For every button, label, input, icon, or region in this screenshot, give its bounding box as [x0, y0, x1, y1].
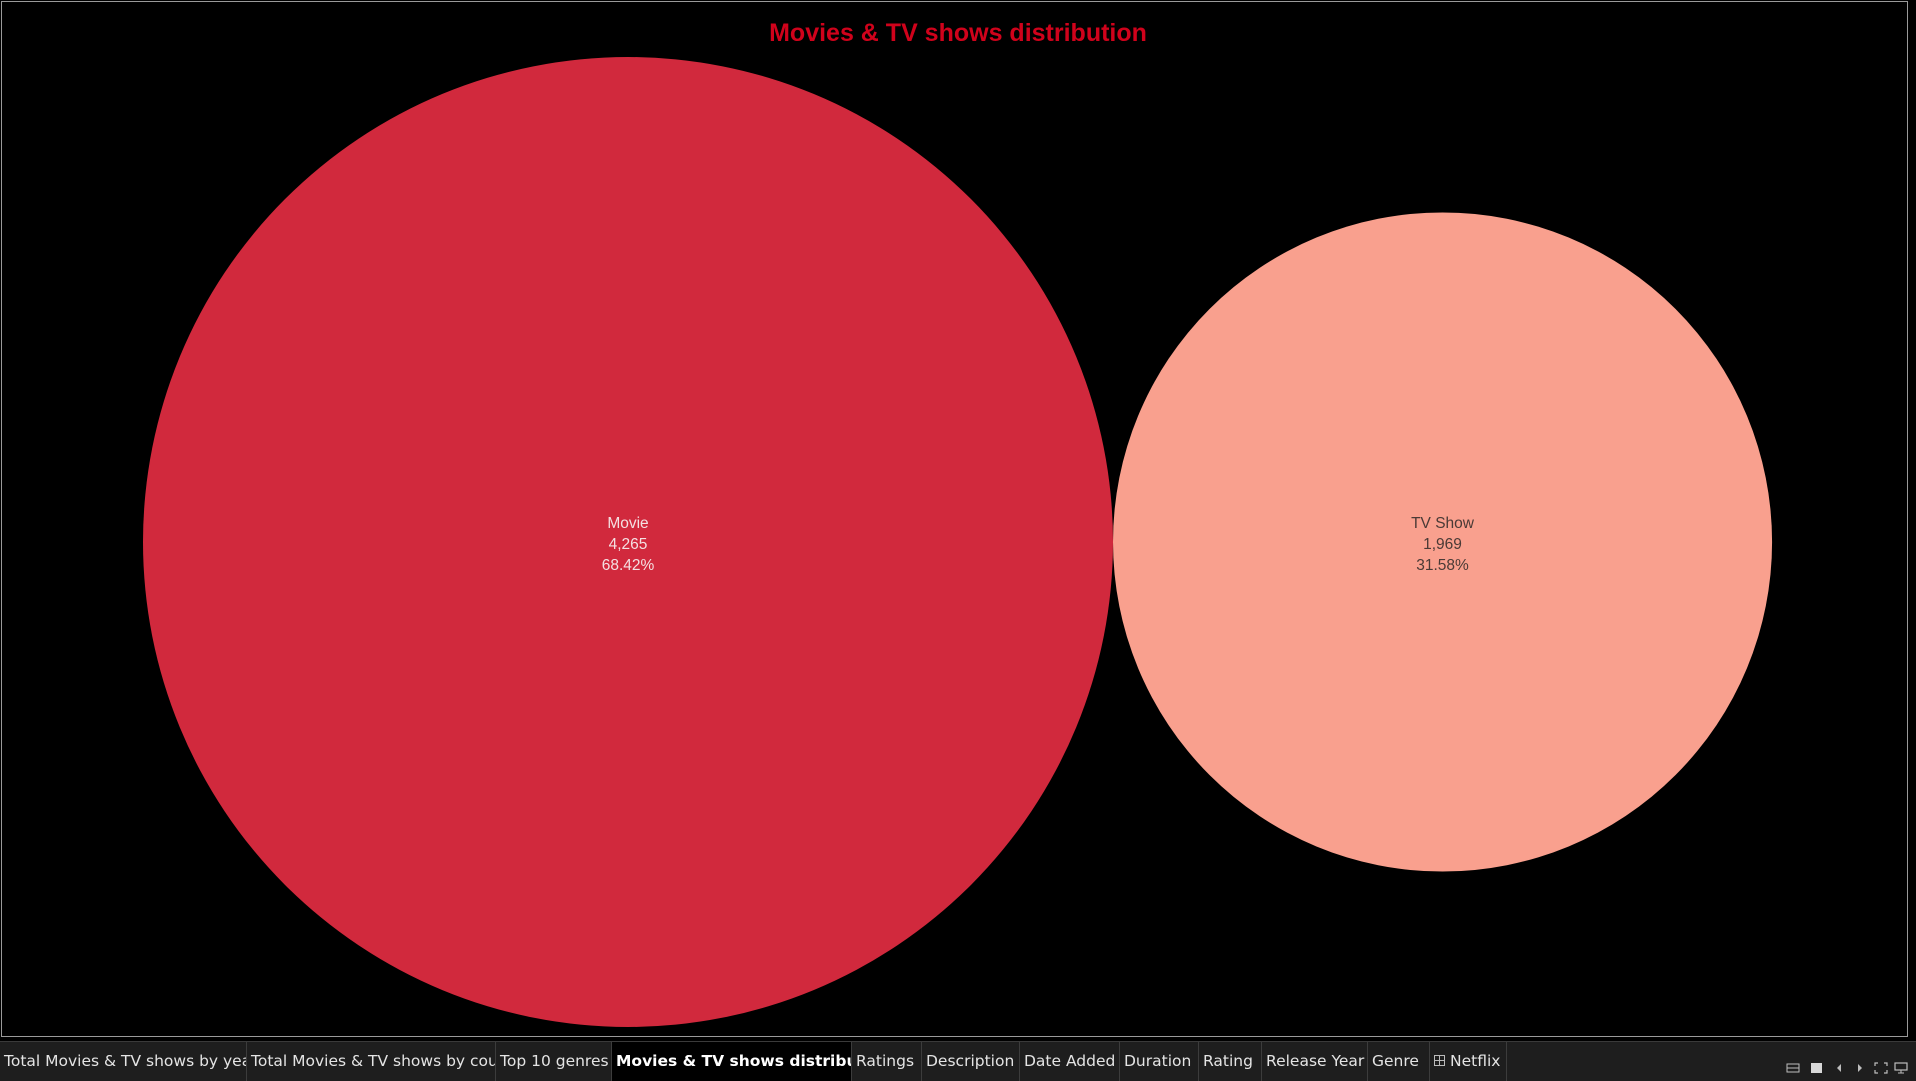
bubble-label: Movie	[607, 515, 648, 532]
tab-label: Rating	[1203, 1052, 1253, 1070]
tab-top-10-genres[interactable]: Top 10 genres	[496, 1042, 612, 1081]
presentation-mode-icon[interactable]	[1894, 1062, 1908, 1076]
tab-date-added[interactable]: Date Added	[1020, 1042, 1120, 1081]
tab-rating[interactable]: Rating	[1199, 1042, 1262, 1081]
bubble-label: TV Show	[1411, 515, 1475, 532]
tab-release-year[interactable]: Release Year	[1262, 1042, 1368, 1081]
view-thumbnails-icon[interactable]	[1786, 1062, 1800, 1076]
chart-title: Movies & TV shows distribution	[769, 19, 1147, 47]
tab-duration[interactable]: Duration	[1120, 1042, 1199, 1081]
tab-label: Top 10 genres	[500, 1052, 609, 1070]
tab-label: Date Added	[1024, 1052, 1116, 1070]
tab-label: Movies & TV shows distribution	[616, 1052, 851, 1070]
tab-label: Duration	[1124, 1052, 1192, 1070]
tab-genre[interactable]: Genre	[1368, 1042, 1430, 1081]
next-sheet-icon[interactable]	[1855, 1062, 1865, 1076]
tab-label: Genre	[1372, 1052, 1419, 1070]
tab-total-by-countries[interactable]: Total Movies & TV shows by cou...	[247, 1042, 496, 1081]
dashboard-grid-icon	[1434, 1055, 1445, 1066]
bubble-chart: Movies & TV shows distribution Movie 4,26…	[143, 19, 1773, 1027]
previous-sheet-icon[interactable]	[1834, 1062, 1844, 1076]
view-single-icon[interactable]	[1810, 1062, 1824, 1076]
sheet-tab-bar: Total Movies & TV shows by years Total M…	[0, 1041, 1916, 1081]
tab-netflix-dashboard[interactable]: Netflix	[1430, 1042, 1507, 1081]
bubble-percent-label: 31.58%	[1416, 557, 1469, 574]
tab-label: Total Movies & TV shows by cou...	[251, 1052, 496, 1070]
visualization-area: Movies & TV shows distribution Movie 4,26…	[1, 1, 1908, 1037]
tab-label: Total Movies & TV shows by years	[4, 1052, 247, 1070]
bubble-value-label: 1,969	[1423, 536, 1462, 553]
tab-total-by-years[interactable]: Total Movies & TV shows by years	[0, 1042, 247, 1081]
fullscreen-icon[interactable]	[1874, 1062, 1888, 1076]
tab-description[interactable]: Description	[922, 1042, 1020, 1081]
bubble-percent-label: 68.42%	[602, 557, 655, 574]
tab-ratings[interactable]: Ratings	[852, 1042, 922, 1081]
tab-label: Ratings	[856, 1052, 915, 1070]
bubble-movie[interactable]	[143, 57, 1113, 1027]
tab-label: Release Year	[1266, 1052, 1365, 1070]
bubble-value-label: 4,265	[609, 536, 648, 553]
tab-label: Description	[926, 1052, 1015, 1070]
tab-label: Netflix	[1450, 1052, 1501, 1070]
tab-movies-tv-distribution[interactable]: Movies & TV shows distribution	[612, 1042, 852, 1081]
bubble-tv-show[interactable]	[1113, 212, 1773, 872]
